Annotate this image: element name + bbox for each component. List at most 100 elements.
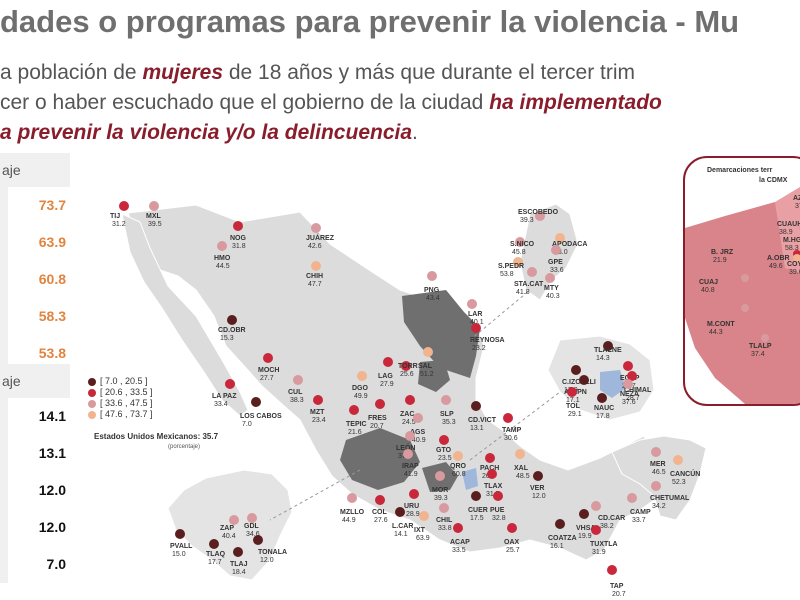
city-name-label: LEÓN	[396, 443, 415, 452]
city-marker-coatza	[555, 519, 565, 529]
city-marker-hmo	[217, 241, 227, 251]
city-marker-mzllo	[347, 493, 357, 503]
baja-shape	[121, 213, 249, 417]
cdmx-district-value: 44.3	[709, 329, 723, 336]
table-row: 13.1	[8, 435, 70, 472]
city-value-label: 42.6	[308, 243, 322, 250]
leader-line	[469, 289, 531, 341]
city-name-label: CAMP	[630, 509, 651, 516]
table-row: 7.0	[8, 546, 70, 583]
city-value-label: 44.5	[216, 263, 230, 270]
city-value-label: 35.3	[442, 419, 456, 426]
city-name-label: VER	[530, 485, 544, 492]
city-name-label: TUXTLA	[590, 541, 618, 548]
city-value-label: 17.1	[566, 397, 580, 404]
city-value-label: 46.5	[652, 469, 666, 476]
table-value: 73.7	[38, 197, 66, 213]
city-value-label: 15.0	[172, 551, 186, 558]
city-marker-cd-obr	[227, 315, 237, 325]
table-value: 13.1	[38, 445, 66, 461]
city-value-label: 25.7	[506, 547, 520, 554]
city-name-label: DGO	[352, 385, 369, 392]
city-marker-tepic	[349, 405, 359, 415]
city-name-label: S.PEDR	[498, 263, 524, 270]
city-marker-xal	[515, 449, 525, 459]
sinaloa-region	[418, 360, 450, 392]
city-marker-neza	[623, 379, 633, 389]
city-marker-chimal	[627, 371, 637, 381]
city-name-label: TAP	[610, 583, 624, 590]
city-value-label: 34.6	[246, 531, 260, 538]
city-name-label: APODACA	[552, 241, 587, 248]
city-name-label: AGS	[410, 429, 426, 436]
city-value-label: 24.5	[402, 419, 416, 426]
cdmx-marker-cuaj	[741, 274, 749, 282]
city-value-label: 39.3	[520, 217, 534, 224]
city-marker-s-nico	[515, 237, 525, 247]
city-marker-ags	[413, 413, 423, 423]
city-marker-tij	[119, 201, 129, 211]
city-name-label: CUER	[468, 507, 488, 514]
city-value-label: 39.5	[148, 221, 162, 228]
nauc-highlight	[600, 370, 626, 398]
city-name-label: MXL	[146, 213, 162, 220]
city-marker-chih	[311, 261, 321, 271]
city-value-label: 7.0	[242, 421, 252, 428]
city-marker-le-n	[405, 431, 415, 441]
city-name-label: TORR	[398, 363, 418, 370]
legend-item: [ 47.6 , 73.7 ]	[88, 409, 153, 420]
city-name-label: MER	[650, 461, 666, 468]
city-marker-lar	[467, 299, 477, 309]
city-marker-s-pedr	[513, 257, 523, 267]
city-name-label: COL	[372, 509, 388, 516]
city-value-label: 21.6	[348, 429, 362, 436]
city-name-label: REYNOSA	[470, 337, 505, 344]
city-value-label: 20.7	[370, 423, 384, 430]
city-marker-escobedo	[535, 211, 545, 221]
city-marker-camp	[627, 493, 637, 503]
city-marker-mty	[545, 273, 555, 283]
city-name-label: CD.CAR	[598, 515, 625, 522]
city-value-label: 37.6	[622, 399, 636, 406]
cdmx-district-value: 37.4	[751, 351, 765, 358]
cdmx-district-name: CUAJ	[699, 279, 718, 286]
city-marker-cuer	[471, 491, 481, 501]
city-value-label: 31.7	[486, 491, 500, 498]
city-name-label: TOL	[566, 403, 581, 410]
cdmx-district-value: 58.3	[785, 245, 799, 252]
city-marker-tamp	[503, 413, 513, 423]
city-name-label: MZT	[310, 409, 325, 416]
city-value-label: 17.5	[470, 515, 484, 522]
city-name-label: SAL	[418, 363, 433, 370]
city-name-label: CD.VICT	[468, 417, 497, 424]
city-value-label: 41.9	[404, 471, 418, 478]
city-marker-cul	[293, 375, 303, 385]
intro-line2-a: cer o haber escuchado que el gobierno de…	[0, 91, 490, 114]
table-row: 60.8	[8, 261, 70, 298]
legend-item: [ 33.6 , 47.5 ]	[88, 398, 153, 409]
city-name-label: LOS CABOS	[240, 413, 282, 420]
city-value-label: 32.8	[492, 515, 506, 522]
table-row: 63.9	[8, 224, 70, 261]
city-value-label: 49.9	[354, 393, 368, 400]
city-marker-c-izcalli	[571, 365, 581, 375]
city-value-label: 31.2	[112, 221, 126, 228]
city-name-label: ACAP	[450, 539, 470, 546]
city-value-label: 17.8	[596, 413, 610, 420]
city-name-label: LAG	[378, 373, 393, 380]
yucatan-shape	[611, 435, 707, 521]
city-marker-pue	[493, 491, 503, 501]
cdmx-district-name: AZCAP	[793, 195, 800, 202]
city-name-label: NEZA	[620, 391, 639, 398]
intro-line1-em: mujeres	[142, 61, 223, 84]
city-value-label: 30.6	[504, 435, 518, 442]
city-value-label: 14.1	[394, 531, 408, 538]
legend-item: [ 20.6 , 33.5 ]	[88, 387, 153, 398]
city-name-label: MOR	[432, 487, 448, 494]
table-row: 12.0	[8, 472, 70, 509]
cdmx-marker-a-obr	[793, 254, 800, 262]
city-value-label: 23.4	[312, 417, 326, 424]
tlax-highlight	[462, 468, 478, 490]
table-row: 12.0	[8, 509, 70, 546]
